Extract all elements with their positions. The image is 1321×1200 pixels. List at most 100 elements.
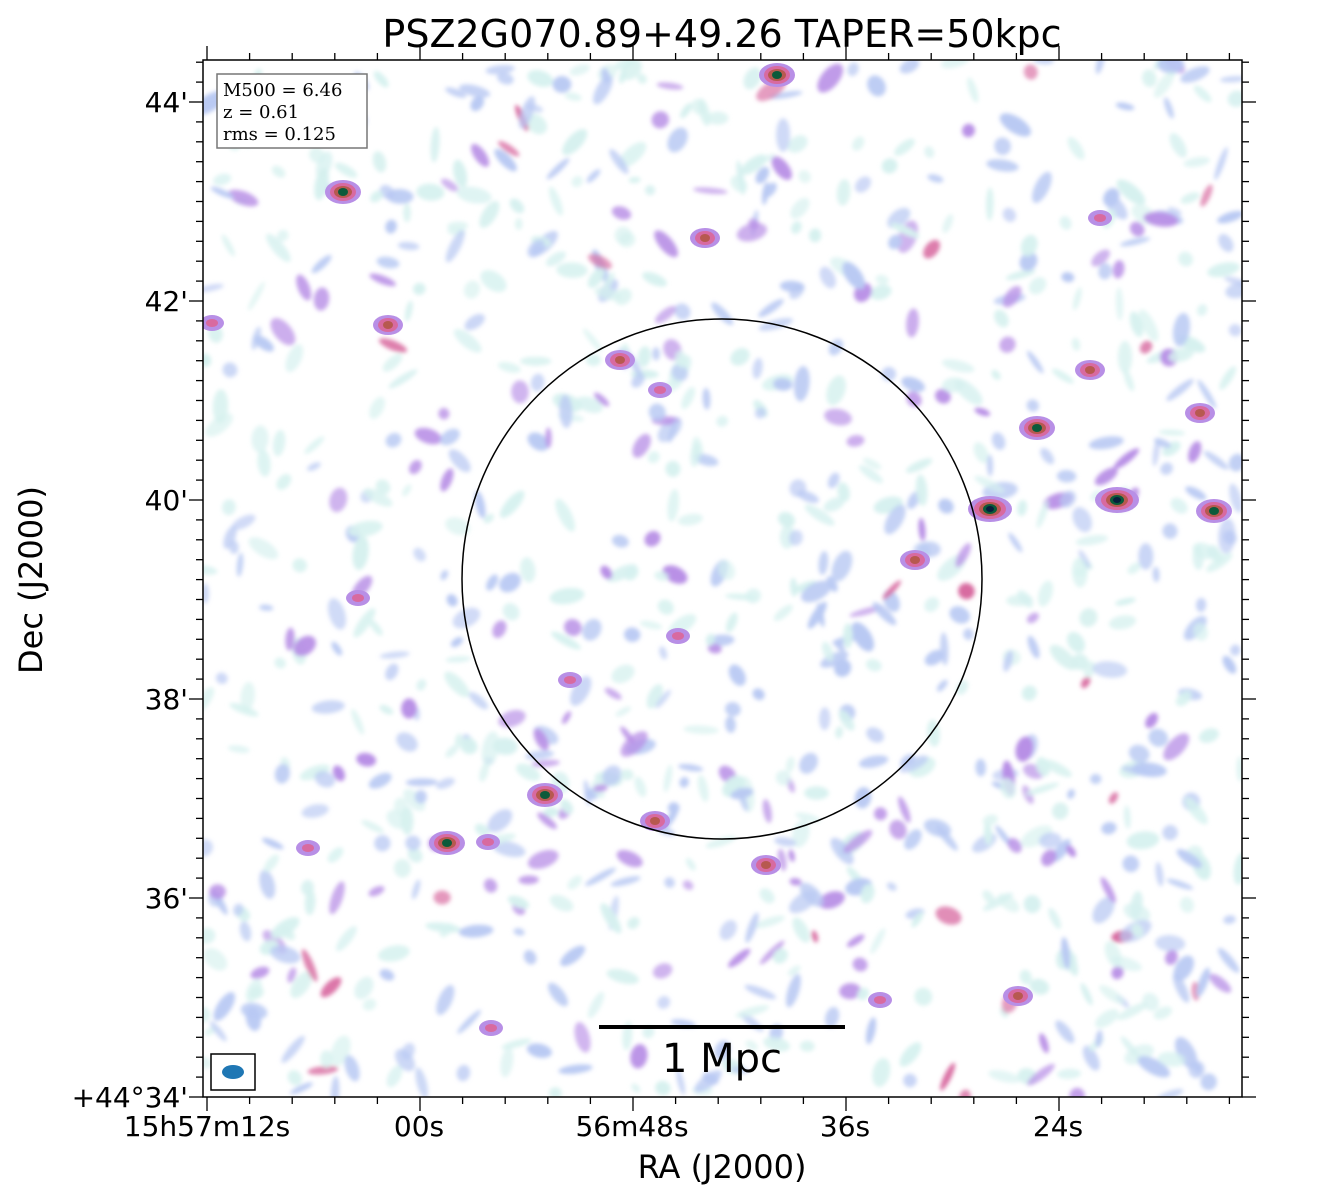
noise-blob [1218, 233, 1234, 253]
noise-blob [1095, 1009, 1119, 1028]
noise-blob [546, 158, 570, 180]
noise-blob [857, 987, 870, 1001]
noise-blob [899, 755, 929, 773]
noise-blob [227, 745, 250, 753]
radio-source [479, 1020, 503, 1036]
noise-blob [1153, 1006, 1173, 1020]
noise-blob [728, 664, 746, 686]
noise-blob [1197, 379, 1217, 409]
noise-blob [755, 166, 770, 184]
noise-blob [203, 839, 213, 857]
noise-blob [232, 903, 244, 916]
noise-blob [497, 362, 521, 373]
noise-blob [530, 373, 545, 392]
noise-blob [1153, 71, 1175, 98]
noise-blob [744, 984, 777, 1000]
noise-blob [637, 346, 651, 368]
noise-blob [1225, 282, 1242, 299]
noise-blob [735, 1005, 770, 1018]
noise-blob [865, 659, 882, 672]
noise-blob [1117, 340, 1133, 374]
noise-blob [1023, 64, 1038, 80]
radio-source-layer [910, 556, 920, 564]
noise-blob [285, 627, 295, 651]
radio-source [640, 811, 670, 831]
scale-bar: 1 Mpc [599, 1025, 845, 1082]
noise-blob [1092, 661, 1128, 678]
noise-blob [558, 1064, 593, 1075]
noise-blob [274, 763, 290, 784]
noise-blob [958, 583, 975, 600]
noise-blob [223, 525, 237, 549]
noise-blob [327, 847, 344, 863]
radio-source-layer [1209, 507, 1219, 515]
x-tick-label: 24s [1033, 1110, 1083, 1143]
noise-blob [793, 365, 810, 402]
noise-blob [963, 628, 974, 641]
noise-blob [691, 98, 706, 115]
noise-blob [1117, 1002, 1148, 1020]
noise-blob [1028, 277, 1047, 295]
y-tick-label: 44' [145, 86, 188, 119]
noise-blob [376, 256, 400, 269]
noise-blob [354, 976, 374, 1000]
noise-blob [344, 1055, 360, 1082]
noise-blob [1157, 1051, 1186, 1067]
noise-blob [456, 186, 492, 204]
noise-blob [680, 103, 692, 119]
noise-blob [1206, 545, 1220, 559]
noise-blob [1163, 733, 1190, 761]
radio-source [648, 382, 672, 398]
noise-blob [1219, 366, 1237, 390]
noise-blob [334, 162, 358, 178]
noise-blob [209, 1021, 227, 1042]
noise-blob [1039, 832, 1062, 849]
noise-blob [1172, 312, 1191, 347]
noise-blob [1051, 802, 1069, 820]
noise-blob [1026, 350, 1044, 374]
noise-blob [847, 62, 859, 77]
noise-blob [707, 111, 729, 125]
noise-blob [754, 407, 767, 419]
noise-blob [940, 60, 970, 69]
noise-blob [693, 187, 728, 195]
x-tick-labels: 15h57m12s 00s 56m48s 36s 24s [124, 1110, 1083, 1143]
noise-blob [898, 796, 911, 823]
noise-blob [1127, 562, 1141, 575]
radio-source-layer [564, 676, 576, 684]
noise-blob [593, 784, 608, 792]
noise-blob [820, 651, 849, 668]
noise-blob [852, 136, 865, 151]
noise-blob [1108, 615, 1137, 630]
noise-blob [1059, 490, 1076, 508]
radio-source [203, 315, 224, 331]
noise-blob [353, 608, 376, 638]
noise-blob [502, 603, 520, 621]
noise-blob [1176, 849, 1203, 869]
noise-blob [287, 967, 297, 983]
noise-blob [1184, 797, 1208, 825]
noise-blob [549, 587, 585, 605]
noise-blob [736, 222, 768, 242]
noise-blob [858, 465, 883, 484]
noise-blob [499, 490, 525, 518]
noise-blob [1020, 825, 1053, 848]
noise-blob [416, 679, 427, 691]
radio-source [373, 315, 403, 335]
noise-blob [982, 890, 995, 904]
noise-blob [911, 911, 924, 928]
noise-blob [615, 706, 632, 717]
noise-blob [620, 726, 635, 744]
noise-blob [435, 777, 455, 789]
noise-blob [789, 878, 802, 886]
noise-blob [259, 604, 274, 611]
radio-source [868, 992, 892, 1008]
noise-blob [311, 255, 332, 274]
noise-blob [307, 1065, 339, 1075]
noise-blob [789, 283, 805, 300]
noise-blob [453, 159, 468, 188]
noise-blob [776, 118, 791, 152]
noise-blob [266, 233, 291, 263]
noise-blob [1101, 822, 1117, 835]
noise-blob [379, 969, 395, 981]
